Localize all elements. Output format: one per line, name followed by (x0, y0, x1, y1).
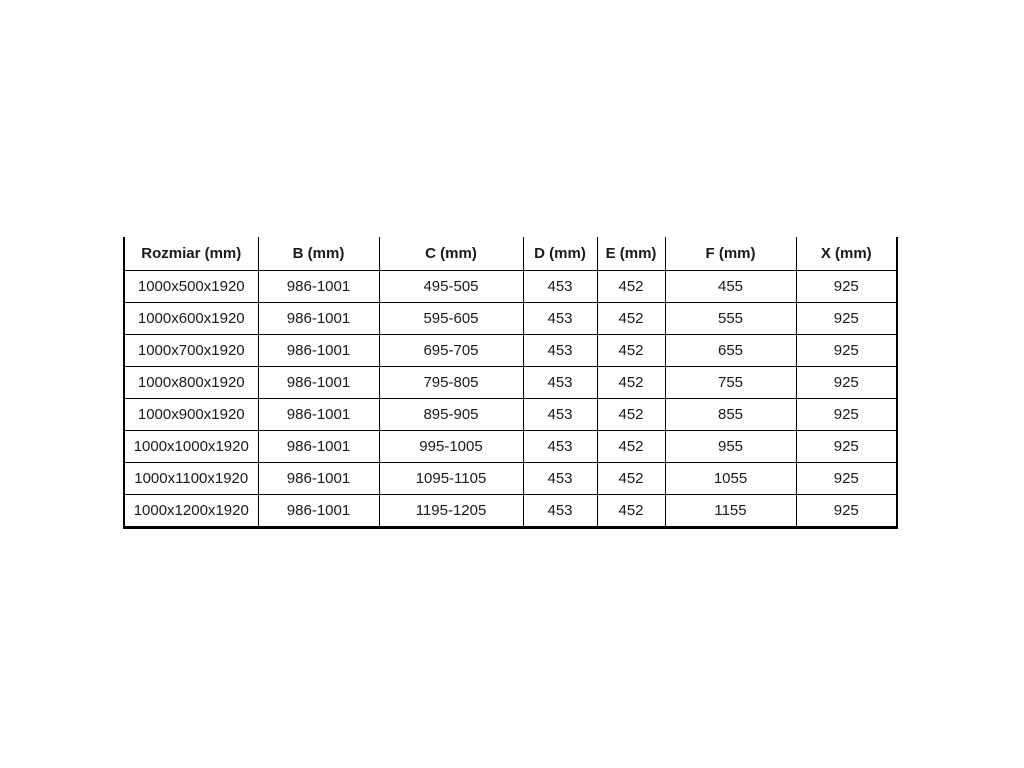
table-cell: 986-1001 (257, 334, 380, 367)
table-cell: 986-1001 (257, 366, 380, 399)
table-row: 1000x1000x1920 986-1001 995-1005 453 452 955 9… (124, 430, 897, 463)
table-row: 1000x1200x1920 986-1001 1195-1205 453 452 115… (124, 494, 897, 528)
table-cell: 1000x700x1920 (124, 334, 259, 367)
table-cell: 925 (795, 494, 897, 528)
column-header: F (mm) (664, 237, 797, 271)
table-cell: 452 (596, 430, 666, 463)
table-cell: 1000x1100x1920 (124, 462, 259, 495)
dimensions-table: Rozmiar (mm) B (mm) C (mm) D (mm) E (mm) F (m… (123, 237, 898, 529)
table-row: 1000x1100x1920 986-1001 1095-1105 453 452 105… (124, 462, 897, 495)
table-cell: 452 (596, 494, 666, 528)
table-cell: 1095-1105 (378, 462, 524, 495)
table-cell: 986-1001 (257, 494, 380, 528)
table-cell: 925 (795, 366, 897, 399)
table-cell: 555 (664, 302, 797, 335)
table-cell: 452 (596, 398, 666, 431)
column-header: Rozmiar (mm) (124, 237, 259, 271)
table-cell: 452 (596, 302, 666, 335)
table-row: 1000x800x1920 986-1001 795-805 453 452 755 925 (124, 366, 897, 399)
table-cell: 495-505 (378, 270, 524, 303)
column-header: C (mm) (378, 237, 524, 271)
header-row: Rozmiar (mm) B (mm) C (mm) D (mm) E (mm) F (m… (124, 237, 897, 271)
table-cell: 895-905 (378, 398, 524, 431)
table-cell: 452 (596, 462, 666, 495)
table-cell: 755 (664, 366, 797, 399)
table-cell: 1000x800x1920 (124, 366, 259, 399)
column-header: E (mm) (596, 237, 666, 271)
table-cell: 925 (795, 270, 897, 303)
table-cell: 986-1001 (257, 462, 380, 495)
table-cell: 455 (664, 270, 797, 303)
table-cell: 1195-1205 (378, 494, 524, 528)
table-cell: 995-1005 (378, 430, 524, 463)
table-cell: 986-1001 (257, 270, 380, 303)
table-cell: 986-1001 (257, 398, 380, 431)
table-cell: 1155 (664, 494, 797, 528)
table-cell: 453 (522, 462, 598, 495)
table-row: 1000x500x1920 986-1001 495-505 453 452 455 925 (124, 270, 897, 303)
table-cell: 1055 (664, 462, 797, 495)
table-cell: 1000x500x1920 (124, 270, 259, 303)
table-row: 1000x700x1920 986-1001 695-705 453 452 655 925 (124, 334, 897, 367)
table-cell: 453 (522, 302, 598, 335)
table-cell: 453 (522, 398, 598, 431)
table-cell: 453 (522, 270, 598, 303)
table-cell: 925 (795, 334, 897, 367)
table-cell: 925 (795, 302, 897, 335)
table-cell: 452 (596, 334, 666, 367)
table-cell: 453 (522, 334, 598, 367)
table-cell: 986-1001 (257, 430, 380, 463)
table-body: 1000x500x1920 986-1001 495-505 453 452 455 925… (124, 270, 897, 528)
table-cell: 452 (596, 366, 666, 399)
table-cell: 595-605 (378, 302, 524, 335)
column-header: X (mm) (795, 237, 897, 271)
table-cell: 925 (795, 398, 897, 431)
table-cell: 655 (664, 334, 797, 367)
column-header: D (mm) (522, 237, 598, 271)
table-cell: 955 (664, 430, 797, 463)
table-cell: 1000x1200x1920 (124, 494, 259, 528)
table-cell: 695-705 (378, 334, 524, 367)
table-cell: 986-1001 (257, 302, 380, 335)
table-cell: 453 (522, 494, 598, 528)
table-row: 1000x900x1920 986-1001 895-905 453 452 855 925 (124, 398, 897, 431)
table-cell: 453 (522, 430, 598, 463)
table-row: 1000x600x1920 986-1001 595-605 453 452 555 925 (124, 302, 897, 335)
table-cell: 925 (795, 462, 897, 495)
table-cell: 1000x600x1920 (124, 302, 259, 335)
table-cell: 1000x900x1920 (124, 398, 259, 431)
table-cell: 795-805 (378, 366, 524, 399)
table-cell: 453 (522, 366, 598, 399)
table-cell: 1000x1000x1920 (124, 430, 259, 463)
table-cell: 452 (596, 270, 666, 303)
column-header: B (mm) (257, 237, 380, 271)
table-cell: 855 (664, 398, 797, 431)
table-cell: 925 (795, 430, 897, 463)
